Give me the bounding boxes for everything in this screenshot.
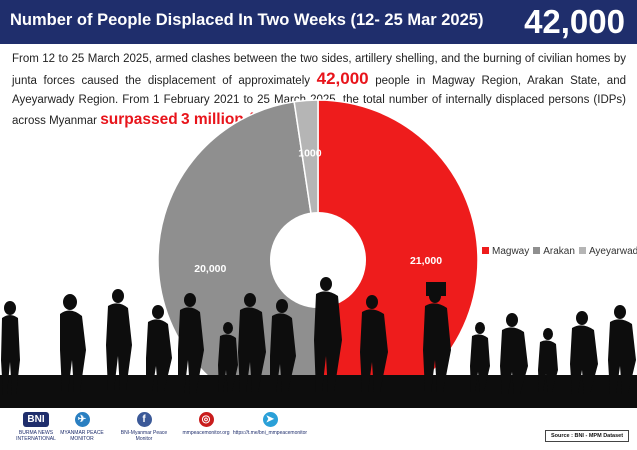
legend-label: Arakan (543, 246, 575, 257)
footer: BNI BURMA NEWS INTERNATIONAL ✈ MYANMAR P… (0, 408, 637, 450)
mpm-logo: ✈ MYANMAR PEACE MONITOR (60, 412, 104, 442)
refugee-silhouettes (0, 277, 637, 410)
legend-swatch (578, 247, 586, 254)
legend-swatch (533, 247, 541, 254)
legend-label: Ayeyarwady (588, 246, 637, 257)
telegram-link[interactable]: ➤ https://t.me/bni_mmpeacemonitor (230, 412, 310, 436)
intro-paragraph: From 12 to 25 March 2025, armed clashes … (12, 50, 626, 131)
intro-text-1: From 12 to 25 March 2025, armed clashes … (12, 53, 626, 87)
website-label: mmpeacemonitor.org (182, 430, 230, 436)
legend-swatch (482, 247, 489, 254)
dove-logo-icon: ✈ (74, 412, 90, 427)
intro-highlight-number: 42,000 (316, 69, 369, 88)
legend-item-magway: Magway (482, 246, 529, 257)
headline-number: 42,000 (524, 3, 625, 40)
facebook-icon: f (136, 412, 152, 427)
slice-label-magway: 21,000 (410, 255, 442, 267)
telegram-label: https://t.me/bni_mmpeacemonitor (232, 430, 308, 436)
facebook-label: BNI-Myanmar Peace Monitor (120, 430, 168, 442)
donut-hole (270, 212, 366, 308)
slice-label-arakan: 20,000 (194, 263, 226, 275)
telegram-icon: ➤ (262, 412, 278, 427)
website-link[interactable]: ◎ mmpeacemonitor.org (176, 412, 236, 436)
header-bar: Number of People Displaced In Two Weeks … (0, 0, 637, 44)
legend-item-arakan: Arakan (533, 246, 575, 257)
page-title: Number of People Displaced In Two Weeks … (10, 11, 484, 29)
globe-icon: ◎ (198, 412, 214, 427)
legend-item-ayeyarwady: Ayeyarwady (578, 246, 637, 257)
bni-logo-label: BURMA NEWS INTERNATIONAL (16, 430, 56, 442)
slice-label-ayeyarwady: 1000 (298, 147, 322, 159)
facebook-link[interactable]: f BNI-Myanmar Peace Monitor (112, 412, 176, 442)
mpm-logo-label: MYANMAR PEACE MONITOR (60, 430, 104, 442)
chart-legend: Magway Arakan Ayeyarwady (482, 246, 637, 257)
intro-highlight-word: surpassed (100, 111, 178, 128)
bni-logo: BNI BURMA NEWS INTERNATIONAL (12, 412, 60, 442)
legend-label: Magway (492, 246, 530, 257)
bni-logo-icon: BNI (23, 412, 49, 427)
source-note: Source : BNI - MPM Dataset (545, 430, 629, 442)
